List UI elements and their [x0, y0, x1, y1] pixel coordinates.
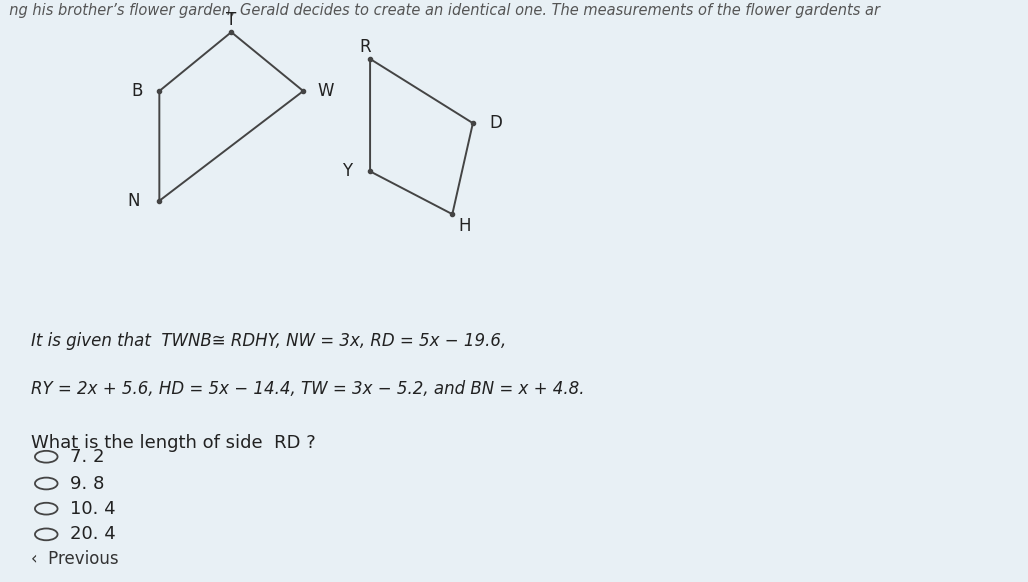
- Text: RY = 2x + 5.6, HD = 5x − 14.4, TW = 3x − 5.2, and BN = x + 4.8.: RY = 2x + 5.6, HD = 5x − 14.4, TW = 3x −…: [31, 380, 584, 398]
- Text: W: W: [318, 82, 334, 100]
- Text: T: T: [226, 11, 236, 29]
- Text: What is the length of side  RD ?: What is the length of side RD ?: [31, 434, 316, 452]
- Text: H: H: [458, 217, 471, 235]
- Text: 20. 4: 20. 4: [70, 526, 116, 544]
- Text: It is given that  TWNB≅ RDHY, NW = 3x, RD = 5x − 19.6,: It is given that TWNB≅ RDHY, NW = 3x, RD…: [31, 332, 506, 350]
- Text: N: N: [127, 192, 140, 210]
- Text: 10. 4: 10. 4: [70, 500, 115, 517]
- Text: ‹  Previous: ‹ Previous: [31, 550, 118, 567]
- Text: R: R: [359, 38, 371, 56]
- Text: 7. 2: 7. 2: [70, 448, 105, 466]
- Text: ng his brother’s flower garden, Gerald decides to create an identical one. The m: ng his brother’s flower garden, Gerald d…: [0, 3, 880, 17]
- Text: 9. 8: 9. 8: [70, 474, 104, 492]
- Text: Y: Y: [342, 162, 353, 180]
- Text: D: D: [489, 114, 502, 132]
- Text: B: B: [131, 82, 143, 100]
